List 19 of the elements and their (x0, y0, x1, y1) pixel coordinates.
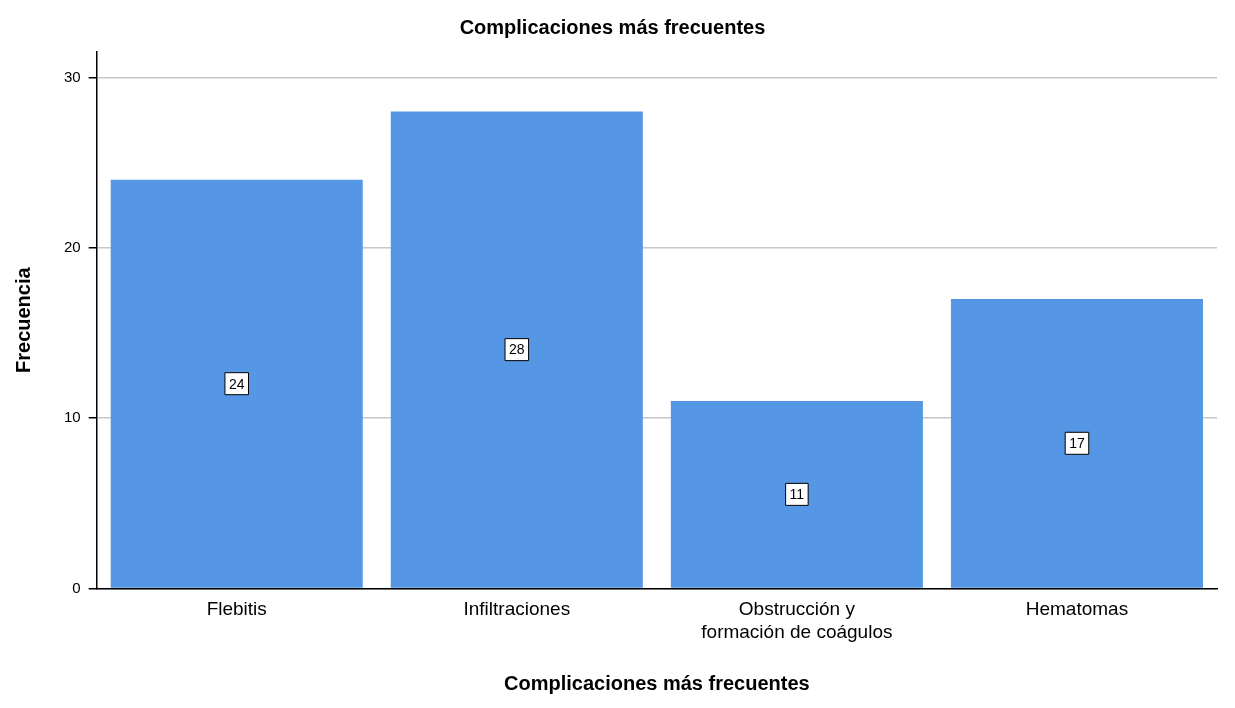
chart-title: Complicaciones más frecuentes (459, 15, 766, 38)
x-tick-label: Infiltraciones (463, 598, 571, 620)
data-label: 17 (1069, 435, 1085, 452)
y-tick-label: 10 (64, 408, 81, 426)
y-tick-label: 0 (72, 578, 81, 596)
data-label: 24 (228, 375, 245, 392)
bar (670, 401, 923, 588)
bar (110, 179, 363, 588)
x-axis-title: Complicaciones más frecuentes (504, 671, 810, 694)
x-tick-label: Hematomas (1025, 598, 1129, 620)
y-tick-label: 30 (64, 67, 81, 85)
y-axis-title: Frecuencia (11, 266, 34, 373)
data-label: 11 (789, 486, 805, 503)
data-label: 28 (509, 341, 525, 358)
bar (950, 298, 1203, 588)
x-tick-label: Obstrucción y formación de coágulos (701, 598, 893, 642)
x-tick-label: Flebitis (206, 598, 267, 620)
bar (390, 111, 643, 588)
y-tick-label: 20 (64, 237, 81, 255)
